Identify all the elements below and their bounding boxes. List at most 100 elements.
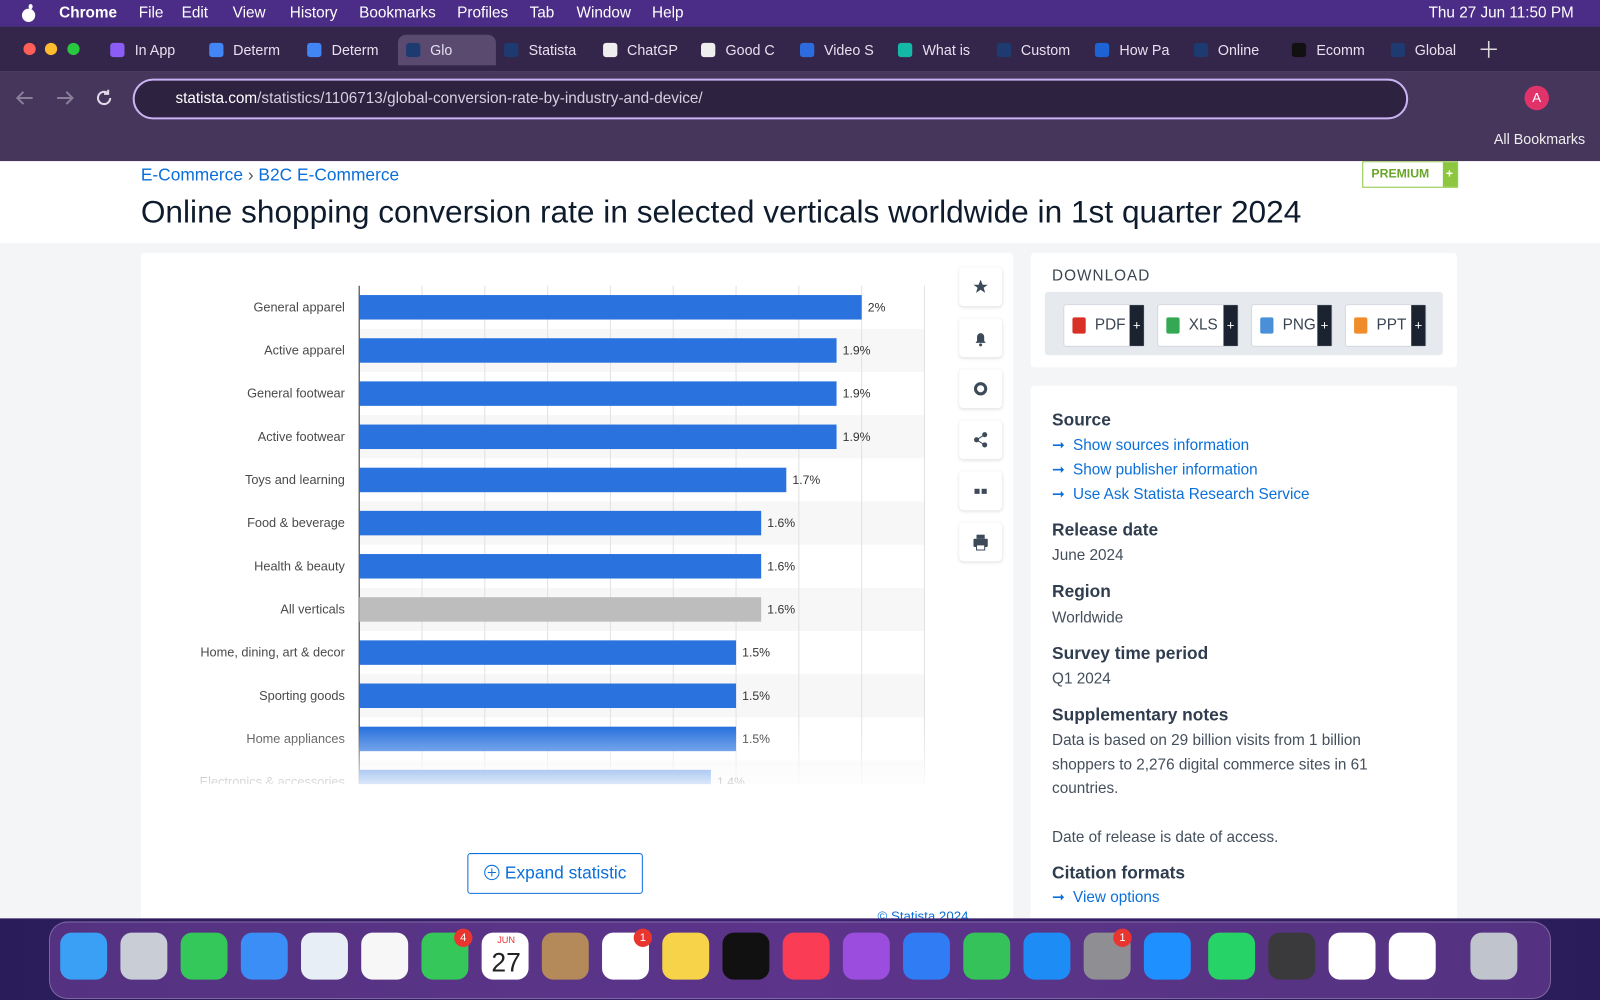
chart: General apparel 2% Active apparel 1.9% Gener…: [140, 285, 958, 805]
menu-item[interactable]: Help: [652, 4, 684, 22]
tab[interactable]: Determ: [201, 35, 293, 66]
source-link-text: Show sources information: [1073, 436, 1250, 455]
breadcrumb-link[interactable]: E-Commerce: [140, 165, 243, 185]
format-plus: +: [1223, 305, 1238, 346]
download-button[interactable]: PDF +: [1063, 304, 1145, 347]
clock[interactable]: Thu 27 Jun 11:50 PM: [1428, 4, 1574, 22]
tab[interactable]: Glo: [397, 34, 496, 66]
tab[interactable]: Ecomm: [1284, 35, 1376, 66]
cite-button[interactable]: [959, 471, 1003, 511]
menu-item[interactable]: Window: [576, 4, 631, 22]
tab[interactable]: Good C: [693, 35, 785, 66]
facetime-badge: 4: [454, 928, 473, 947]
download-button[interactable]: PNG +: [1251, 304, 1333, 347]
dock-icon[interactable]: [662, 932, 710, 980]
menu-item[interactable]: Edit: [181, 4, 209, 22]
reminders-badge: 1: [633, 928, 653, 947]
category-label: All verticals: [280, 602, 344, 617]
dock-icon[interactable]: [1208, 932, 1256, 980]
citation-link[interactable]: ➞ View options: [1052, 888, 1160, 907]
menu-item[interactable]: View: [232, 4, 266, 22]
arrow: ➞: [1052, 485, 1065, 504]
profile-avatar[interactable]: A: [1524, 85, 1549, 111]
calendar-day: 27: [491, 946, 521, 978]
expand-button[interactable]: Expand statistic: [467, 853, 643, 894]
menu-item[interactable]: Bookmarks: [359, 4, 436, 22]
tab[interactable]: Determ: [299, 35, 391, 66]
bar: [359, 338, 837, 363]
close-window[interactable]: [23, 42, 36, 56]
settings-button[interactable]: [959, 369, 1003, 409]
source-link[interactable]: ➞ Show publisher information: [1052, 460, 1258, 478]
copyright[interactable]: © Statista 2024: [877, 908, 969, 919]
download-title: DOWNLOAD: [1052, 267, 1151, 285]
dock-icon[interactable]: [1328, 932, 1376, 980]
address-bar[interactable]: statista.com/statistics/1106713/global-c…: [132, 78, 1409, 120]
url-host: statista.com: [175, 89, 258, 108]
dock-icon[interactable]: [240, 932, 288, 980]
menu-item[interactable]: History: [289, 4, 338, 22]
minimize-window[interactable]: [44, 42, 58, 56]
dock-icon[interactable]: [180, 932, 228, 980]
menu-item[interactable]: File: [138, 4, 164, 22]
premium-badge[interactable]: PREMIUM +: [1362, 161, 1459, 188]
category-label: Home, dining, art & decor: [200, 645, 345, 660]
download-button[interactable]: PPT +: [1344, 304, 1427, 347]
chart-card: General apparel 2% Active apparel 1.9% Gener…: [140, 253, 1014, 919]
nav-buttons[interactable]: [14, 88, 116, 108]
favorite-button[interactable]: [959, 267, 1003, 307]
tab-title: Good C: [725, 41, 775, 59]
dock-icon[interactable]: [722, 932, 770, 980]
app-name[interactable]: Chrome: [59, 4, 118, 22]
dock-icon[interactable]: [301, 932, 348, 980]
dock-icon[interactable]: [1023, 932, 1071, 980]
dock-icon[interactable]: [541, 932, 589, 980]
share-button[interactable]: [959, 420, 1003, 460]
tab[interactable]: Statista: [496, 35, 588, 66]
bar: [359, 381, 837, 406]
dock-icon[interactable]: [120, 932, 168, 980]
dock-icon[interactable]: [1470, 932, 1518, 980]
print-button[interactable]: [959, 522, 1003, 562]
source-link-text: Use Ask Statista Research Service: [1073, 485, 1310, 504]
new-tab-button[interactable]: ＋: [1477, 37, 1501, 64]
category-label: Food & beverage: [247, 515, 345, 530]
dock-icon[interactable]: [963, 932, 1011, 980]
tab-title: How Pa: [1119, 41, 1170, 59]
citation-heading: Citation formats: [1052, 863, 1186, 883]
dock-icon[interactable]: [60, 932, 108, 980]
tab-strip: In App Determ Determ Glo Statista ChatGP Good …: [0, 26, 1600, 72]
source-link[interactable]: ➞ Use Ask Statista Research Service: [1052, 485, 1309, 503]
tab[interactable]: Global: [1382, 35, 1474, 66]
tab[interactable]: Custom: [988, 35, 1080, 66]
bar: [359, 597, 762, 622]
menu-item[interactable]: Profiles: [457, 4, 509, 22]
dock-icon[interactable]: [782, 932, 830, 980]
zoom-window[interactable]: [67, 42, 80, 56]
dock-icon[interactable]: [1268, 932, 1316, 980]
dock-icon[interactable]: [1388, 932, 1436, 980]
dock-icon[interactable]: [361, 932, 409, 980]
dock-icon[interactable]: [842, 932, 890, 980]
category-label: Toys and learning: [245, 472, 345, 487]
category-label: General apparel: [253, 299, 344, 314]
tab-icon: [208, 42, 223, 58]
category-label: Health & beauty: [254, 558, 345, 573]
dock-icon[interactable]: [481, 932, 529, 980]
apple-logo[interactable]: [20, 4, 36, 22]
dock-icon[interactable]: [1143, 932, 1191, 980]
tab[interactable]: In App: [102, 35, 194, 66]
alert-button[interactable]: [959, 318, 1003, 358]
tab[interactable]: What is: [890, 35, 982, 66]
tab[interactable]: ChatGP: [594, 35, 686, 66]
breadcrumb-link[interactable]: B2C E-Commerce: [258, 165, 400, 185]
dock-icon[interactable]: [903, 932, 950, 980]
all-bookmarks[interactable]: All Bookmarks: [1493, 130, 1586, 147]
tab[interactable]: Video S: [791, 35, 883, 66]
value-label: 1.9%: [843, 387, 871, 401]
tab[interactable]: Online: [1185, 35, 1277, 66]
menu-item[interactable]: Tab: [529, 4, 555, 22]
source-link[interactable]: ➞ Show sources information: [1052, 436, 1249, 454]
tab[interactable]: How Pa: [1087, 35, 1179, 66]
download-button[interactable]: XLS +: [1157, 304, 1239, 347]
